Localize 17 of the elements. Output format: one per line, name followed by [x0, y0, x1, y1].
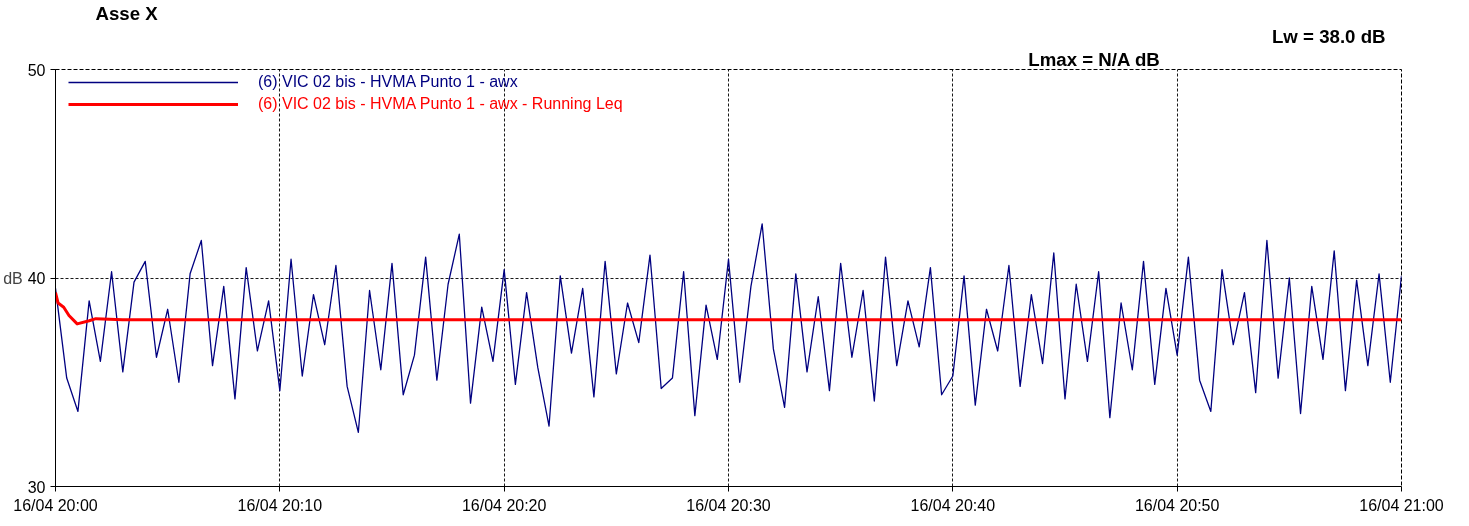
- x-tick-label: 16/04 20:30: [686, 496, 771, 514]
- x-tick-label: 16/04 20:40: [910, 496, 996, 514]
- text: Lmax = N/A dB: [1028, 48, 1160, 70]
- x-tick-label: 16/04 20:20: [461, 496, 547, 514]
- text: (6) VIC 02 bis - HVMA Punto 1 - awx - Running Leq: [258, 95, 623, 113]
- line-series: [55, 223, 1402, 433]
- text: Lw = 38.0 dB: [1271, 25, 1386, 47]
- x-tick-label: 16/04 20:10: [237, 496, 323, 514]
- y-axis-title: dB: [3, 269, 23, 287]
- x-tick-label: 16/04 20:50: [1134, 496, 1220, 514]
- text: (6) VIC 02 bis - HVMA Punto 1 - awx: [258, 73, 518, 91]
- y-tick-label: 50: [27, 61, 46, 79]
- y-tick-label: 30: [27, 478, 46, 496]
- x-tick-label: 16/04 20:00: [13, 496, 98, 514]
- chart-title: Asse X: [95, 2, 159, 24]
- x-tick-label: 16/04 21:00: [1359, 496, 1444, 514]
- y-tick-label: 40: [27, 270, 46, 287]
